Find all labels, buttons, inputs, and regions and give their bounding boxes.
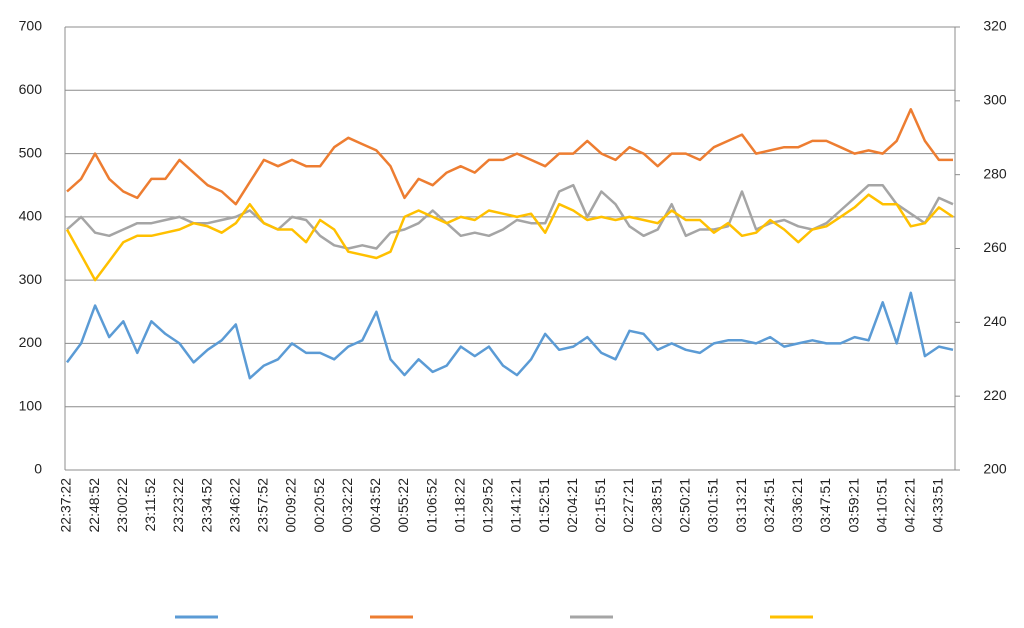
y2-tick-label: 300 [983,92,1007,108]
x-tick-label: 00:32:22 [339,478,355,533]
x-tick-label: 23:11:52 [142,478,158,532]
x-tick-label: 04:10:51 [873,478,889,533]
x-tick-label: 01:41:21 [508,478,524,533]
y-tick-label: 700 [19,18,43,34]
x-tick-label: 02:27:21 [620,478,636,533]
x-tick-label: 22:48:52 [86,478,102,533]
x-tick-label: 02:04:21 [564,478,580,533]
y2-tick-label: 200 [983,461,1007,477]
x-tick-label: 01:06:52 [423,478,439,533]
series-line [65,193,954,282]
x-tick-label: 03:59:21 [845,478,861,533]
y-tick-label: 100 [19,397,43,413]
x-tick-label: 23:00:22 [114,478,130,533]
x-tick-label: 01:29:52 [480,478,496,533]
series-line [66,183,954,250]
y2-tick-label: 260 [983,239,1007,255]
x-tick-label: 00:20:52 [311,478,327,533]
x-tick-label: 00:09:22 [283,478,299,533]
x-tick-label: 23:57:52 [255,478,271,533]
x-tick-label: 02:38:51 [648,478,664,533]
x-tick-label: 01:18:22 [451,478,467,533]
x-tick-label: 03:01:51 [705,478,721,533]
y-tick-label: 200 [19,334,43,350]
y-tick-label: 0 [34,461,42,477]
x-tick-label: 23:23:22 [170,478,186,533]
y-tick-label: 600 [19,81,43,97]
x-tick-label: 03:36:21 [789,478,805,533]
y2-tick-label: 320 [983,18,1007,34]
y2-tick-label: 240 [983,313,1007,329]
x-tick-label: 04:33:51 [930,478,946,533]
x-tick-label: 00:55:22 [395,478,411,533]
series-line [65,291,954,380]
x-tick-label: 03:24:51 [761,478,777,533]
y2-tick-label: 220 [983,387,1007,403]
x-tick-label: 23:46:22 [226,478,242,533]
y-tick-label: 400 [19,208,43,224]
x-tick-label: 04:22:21 [902,478,918,533]
x-tick-label: 01:52:51 [536,478,552,533]
x-tick-label: 22:37:22 [58,478,74,533]
y2-tick-label: 280 [983,165,1007,181]
y-tick-label: 500 [19,144,43,160]
y-tick-label: 300 [19,271,43,287]
x-tick-label: 00:43:52 [367,478,383,533]
series-line [66,108,953,206]
x-tick-label: 03:47:51 [817,478,833,533]
x-tick-label: 02:50:21 [676,478,692,533]
x-tick-label: 02:15:51 [592,478,608,533]
x-tick-label: 23:34:52 [198,478,214,533]
x-tick-label: 03:13:21 [733,478,749,533]
